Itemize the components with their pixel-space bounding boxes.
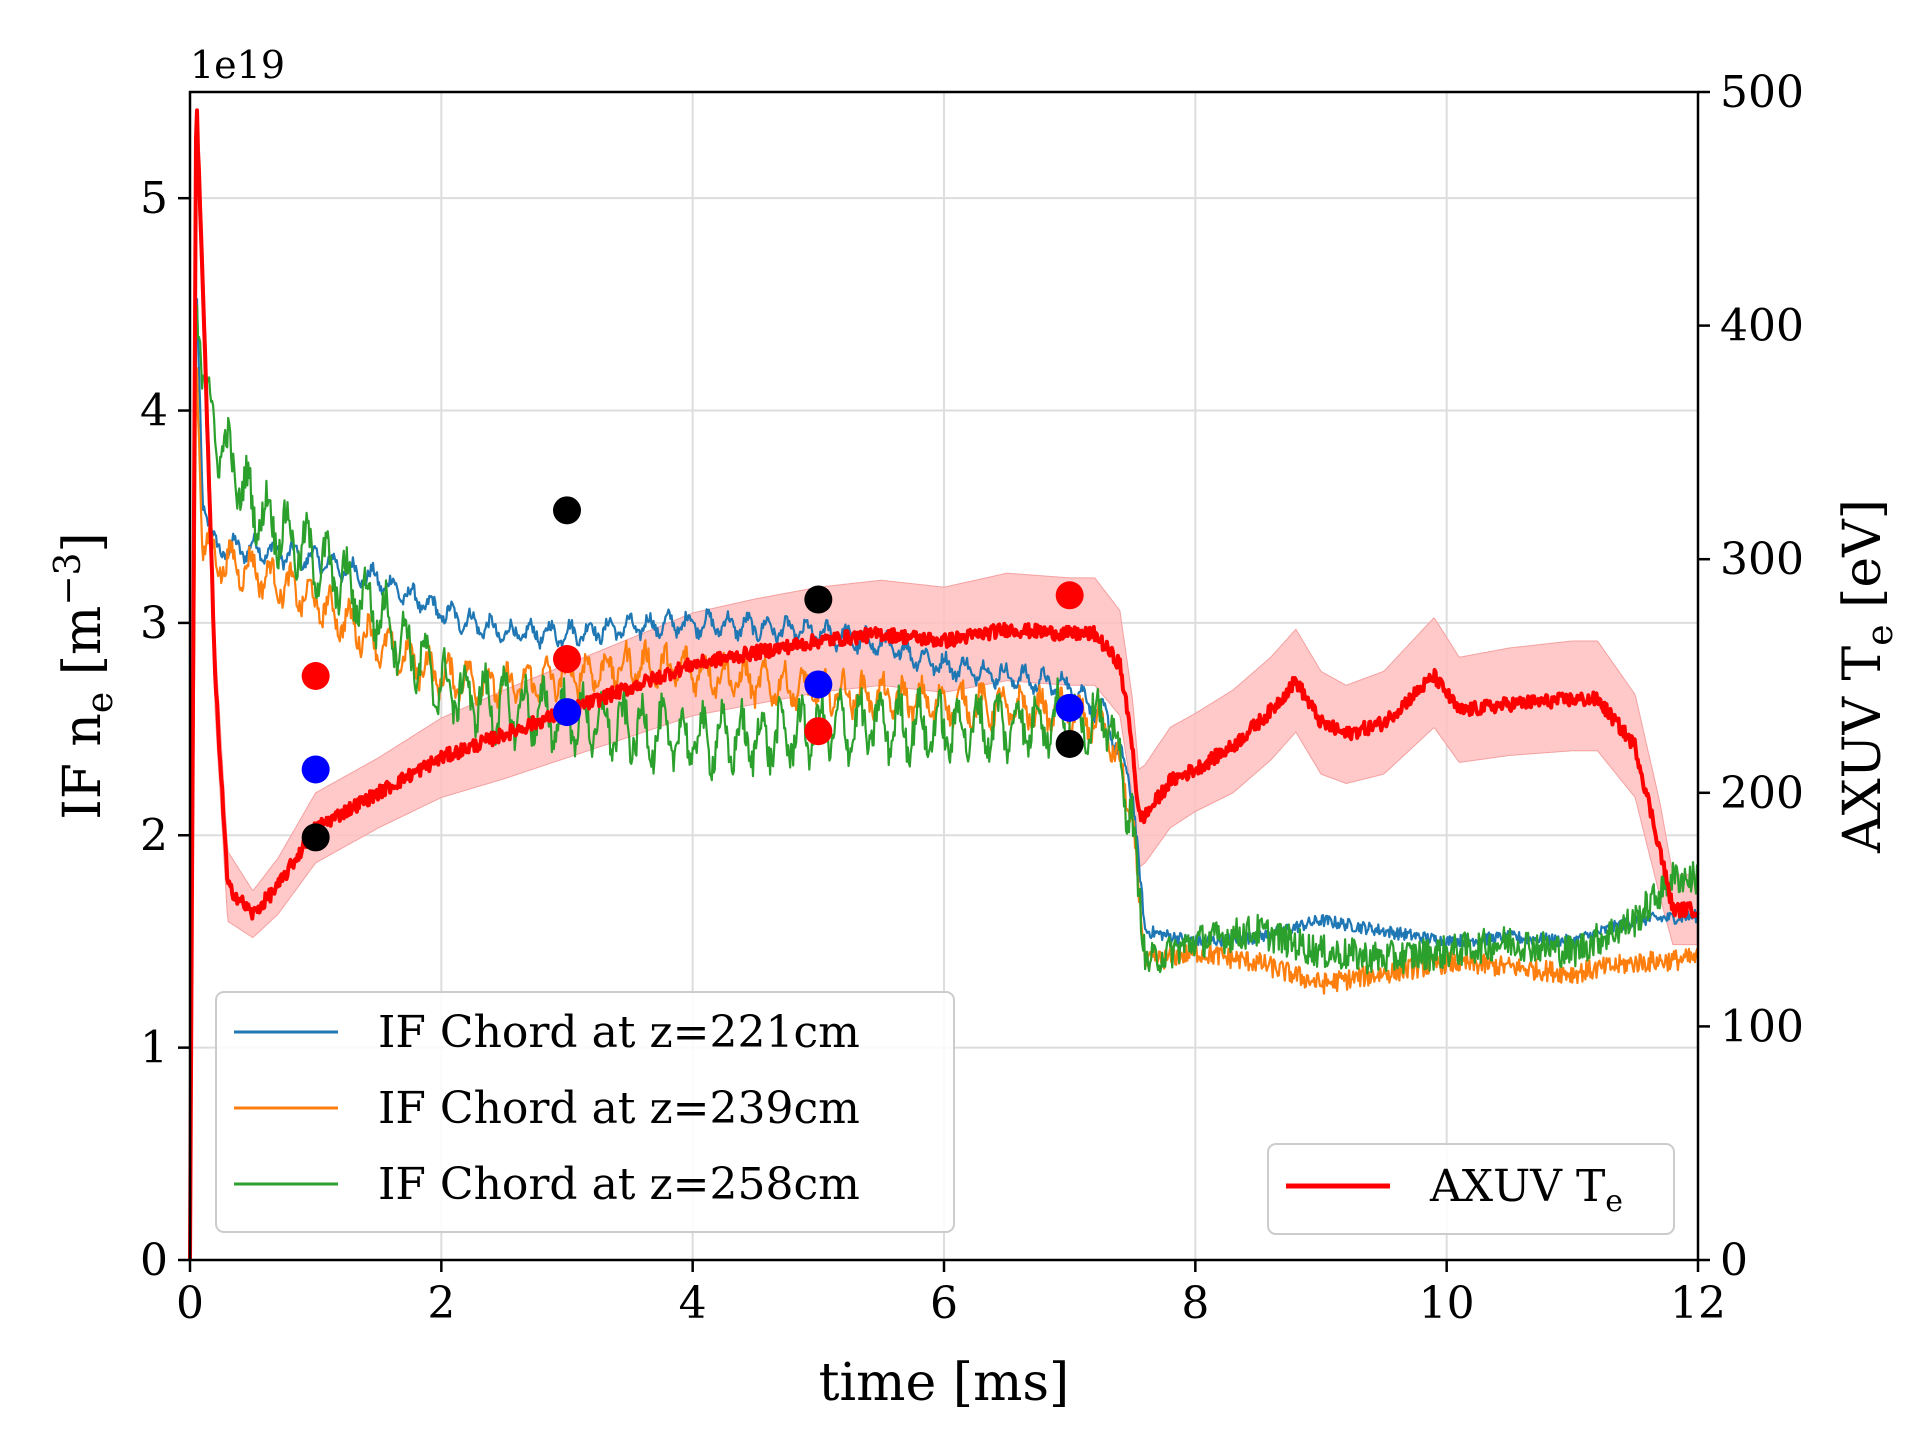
marker-point bbox=[553, 645, 581, 674]
series-line-3 bbox=[188, 304, 1700, 1261]
y-right-tick-label: 200 bbox=[1720, 768, 1804, 819]
marker-point bbox=[553, 698, 581, 727]
marker-point bbox=[804, 670, 833, 699]
left-axis-label-close: ] bbox=[53, 532, 113, 552]
legend-right-box bbox=[1267, 1143, 1675, 1235]
y-right-tick-label: 400 bbox=[1720, 301, 1804, 352]
legend-left-box bbox=[215, 991, 955, 1233]
left-axis-label: IF ne [m−3] bbox=[48, 532, 121, 819]
x-tick-label: 8 bbox=[1181, 1278, 1209, 1329]
series-line-4 bbox=[188, 108, 1700, 1261]
marker-layer bbox=[301, 496, 1084, 852]
left-axis-label-sub: e bbox=[80, 692, 121, 713]
offset-text: 1e19 bbox=[190, 43, 285, 87]
legend-label-221: IF Chord at z=221cm bbox=[378, 1007, 860, 1058]
x-tick-label: 6 bbox=[930, 1278, 958, 1329]
marker-point bbox=[1055, 729, 1084, 758]
right-axis-label-unit: [eV] bbox=[1833, 499, 1893, 624]
series-line-1 bbox=[188, 298, 1700, 1261]
x-tick-label: 10 bbox=[1419, 1278, 1475, 1329]
y-right-tick-label: 0 bbox=[1720, 1235, 1748, 1286]
legend-label-te: AXUV Te bbox=[1429, 1161, 1623, 1219]
legend-label-te-sub: e bbox=[1605, 1184, 1623, 1219]
marker-point bbox=[301, 755, 330, 784]
right-axis-label-sub: e bbox=[1860, 624, 1901, 645]
y-left-tick-label: 1 bbox=[140, 1023, 168, 1074]
legend-label-239: IF Chord at z=239cm bbox=[378, 1083, 860, 1134]
y-left-tick-label: 4 bbox=[140, 386, 168, 437]
right-axis-label: AXUV Te [eV] bbox=[1833, 499, 1901, 854]
x-tick-label: 4 bbox=[679, 1278, 707, 1329]
y-right-tick-label: 300 bbox=[1720, 534, 1804, 585]
x-tick-label: 2 bbox=[427, 1278, 455, 1329]
marker-point bbox=[301, 662, 330, 690]
y-left-tick-label: 2 bbox=[140, 810, 168, 861]
left-axis-label-main: IF n bbox=[53, 713, 113, 820]
marker-point bbox=[804, 585, 833, 614]
marker-point bbox=[301, 823, 330, 852]
marker-point bbox=[1055, 693, 1084, 722]
y-left-tick-label: 3 bbox=[140, 598, 168, 649]
marker-point bbox=[804, 717, 833, 746]
y-right-tick-label: 100 bbox=[1720, 1001, 1804, 1052]
x-tick-label: 0 bbox=[176, 1278, 204, 1329]
y-left-tick-label: 5 bbox=[140, 173, 168, 224]
legend-right: AXUV Te bbox=[1267, 1143, 1675, 1235]
right-axis-label-main: AXUV T bbox=[1833, 645, 1893, 853]
marker-point bbox=[1055, 581, 1084, 610]
y-left-tick-label: 0 bbox=[140, 1235, 168, 1286]
x-tick-label: 12 bbox=[1670, 1278, 1726, 1329]
x-axis-label: time [ms] bbox=[819, 1353, 1070, 1413]
left-axis-label-unit: [m bbox=[53, 606, 113, 692]
legend-left: IF Chord at z=221cm IF Chord at z=239cm … bbox=[215, 991, 955, 1233]
left-axis-label-sup: −3 bbox=[48, 553, 89, 606]
legend-label-te-main: AXUV T bbox=[1429, 1161, 1605, 1212]
y-right-tick-label: 500 bbox=[1720, 67, 1804, 118]
marker-point bbox=[553, 496, 581, 525]
series-layer bbox=[188, 108, 1700, 1261]
legend-label-258: IF Chord at z=258cm bbox=[378, 1159, 860, 1210]
